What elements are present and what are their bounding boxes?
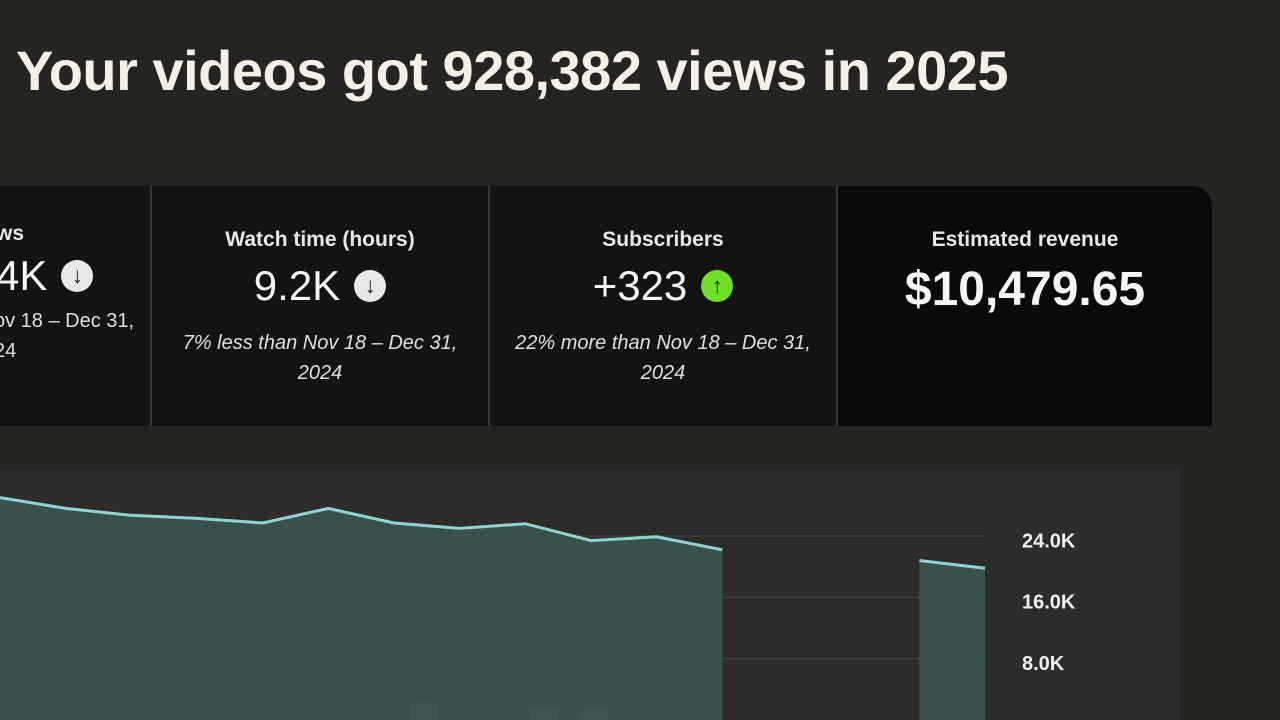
metric-value: 9.2K [253,262,341,309]
up-icon: ↑ [701,270,734,302]
metric-label: Subscribers [602,228,724,251]
metric-row: 9.2K ↓ [152,262,488,310]
area-fill [0,497,723,720]
metric-card[interactable]: ws 4K ↓ ov 18 – Dec 31, 24 [0,186,150,426]
metric-cards: ws 4K ↓ ov 18 – Dec 31, 24 Watch time (hou… [0,186,1212,426]
metric-comparison: 22% more than Nov 18 – Dec 31, 2024 [515,332,811,384]
comparison-line: ov 18 – Dec 31, [0,310,135,332]
metric-value: 4K [0,252,48,299]
metric-card[interactable]: Watch time (hours) 9.2K ↓ 7% less than No… [150,186,488,426]
area-line [919,559,986,570]
comparison-line: 24 [0,340,17,362]
metric-value: +323 [592,262,688,309]
metric-comparison: ov 18 – Dec 31, 24 [0,306,134,366]
area-fill [919,560,985,720]
metric-row: 4K ↓ [0,252,94,300]
metric-label: ws [0,222,25,245]
y-tick-label: 16.0K [1022,592,1076,614]
metric-card[interactable]: Estimated revenue $10,479.65 [836,186,1212,426]
metric-card[interactable]: Subscribers +323 ↑ 22% more than Nov 18 –… [488,186,836,426]
y-tick-label: 8.0K [1022,653,1065,675]
metric-label: Watch time (hours) [225,228,415,251]
down-icon: ↓ [61,260,94,292]
down-icon: ↓ [354,270,387,302]
metric-value: $10,479.65 [904,263,1146,316]
area-line [0,496,723,552]
metric-row: +323 ↑ [490,262,836,310]
y-tick-label: 24.0K [1022,530,1076,552]
metric-label: Estimated revenue [931,228,1119,251]
metric-comparison: 7% less than Nov 18 – Dec 31, 2024 [182,332,458,384]
headline: Your videos got 928,382 views in 2025 [16,39,1009,102]
